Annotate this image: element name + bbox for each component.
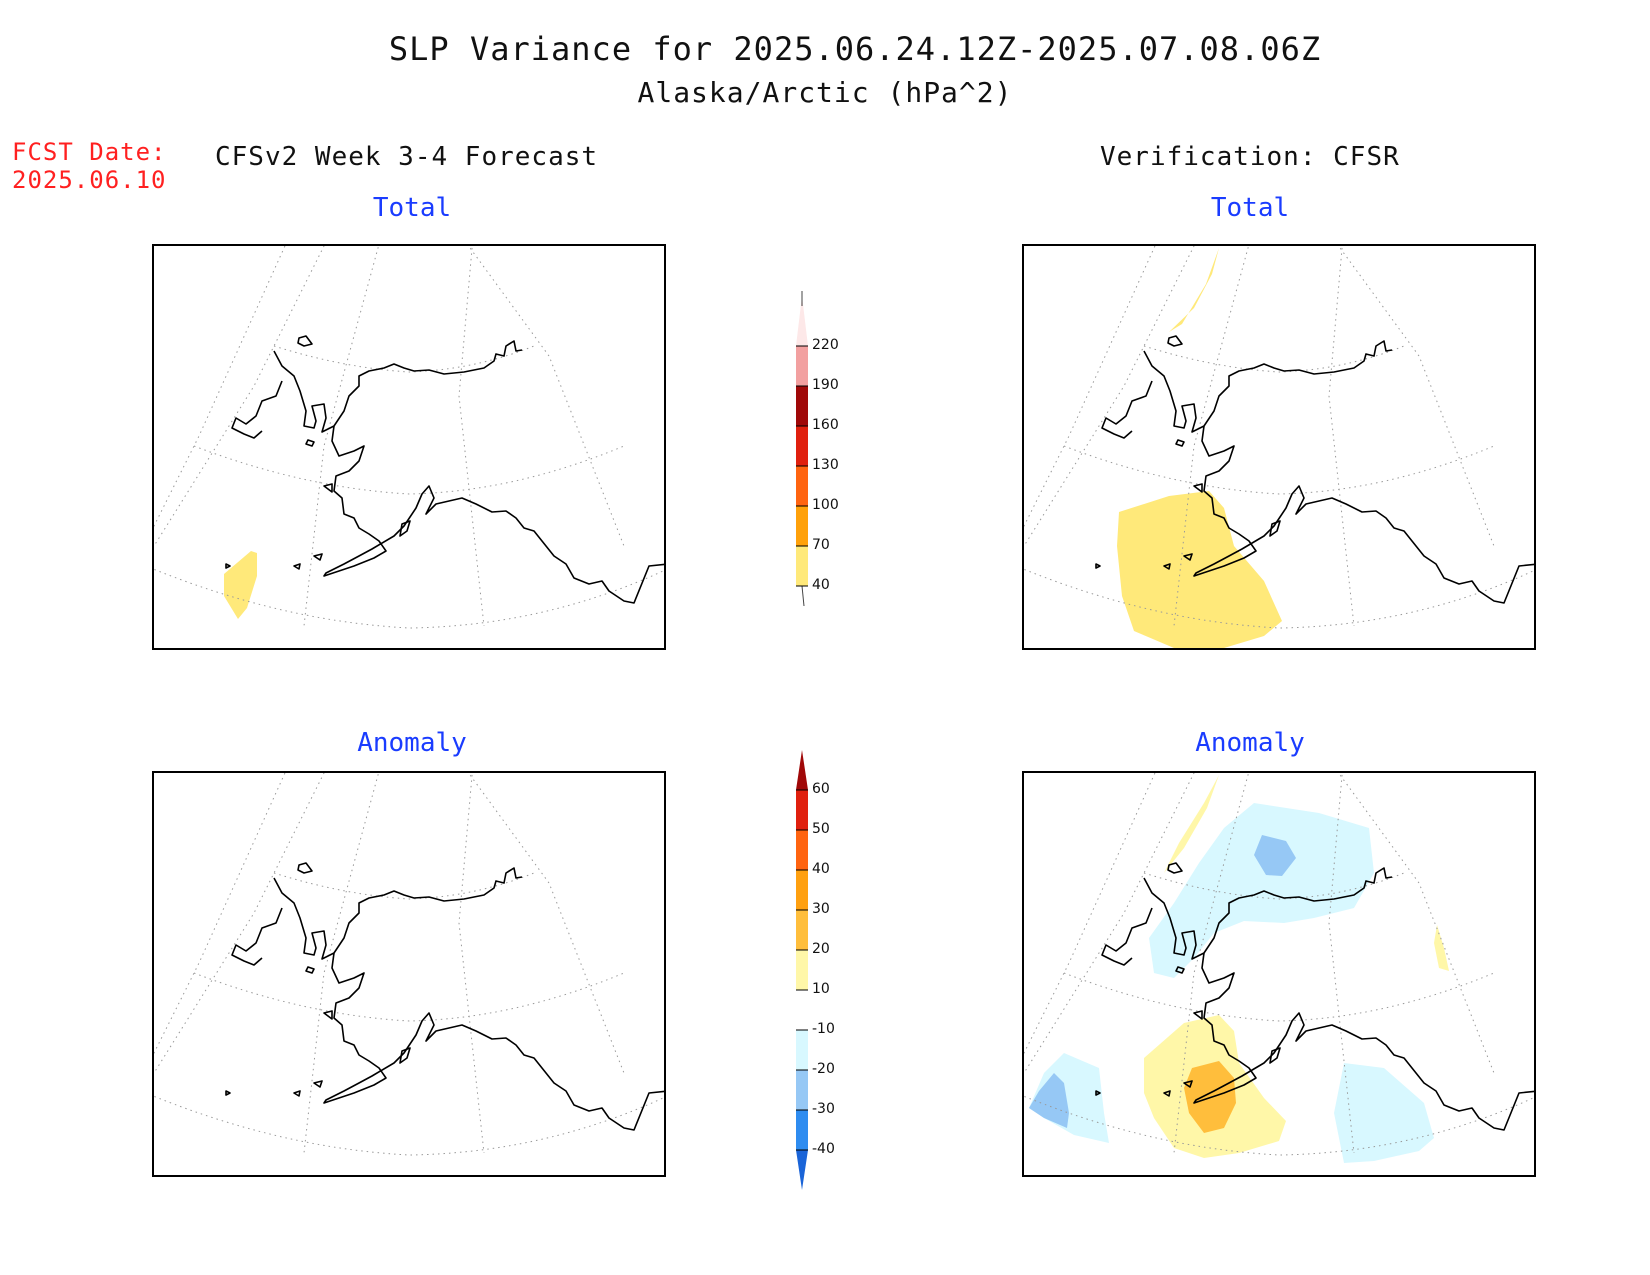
colorbar-swatch: [796, 790, 808, 830]
colorbar-tick-label: 100: [812, 497, 839, 513]
colorbar-total-swatches: [796, 291, 808, 606]
colorbar-tick-label: -20: [812, 1061, 835, 1077]
colorbar-tick-label: 30: [812, 901, 830, 917]
colorbar-swatch: [796, 750, 808, 790]
bottom-left-panel-title: Anomaly: [357, 728, 467, 758]
bottom-right-panel-title: Anomaly: [1195, 728, 1305, 758]
colorbar-swatch: [796, 546, 808, 586]
shade-total-40-70: [1169, 248, 1219, 332]
map-panel-forecast-total: [152, 244, 666, 650]
colorbar-tail: [801, 585, 805, 606]
colorbar-tick-label: 220: [812, 337, 839, 353]
figure-title-line2: Alaska/Arctic (hPa^2): [637, 76, 1013, 109]
map-verification-anomaly: [1024, 773, 1534, 1163]
base-map-coastline-graticule: [154, 773, 664, 1156]
colorbar-tick-label: 50: [812, 821, 830, 837]
shade-total-40-70: [1117, 491, 1282, 648]
map-panel-verification-anomaly: [1022, 771, 1536, 1177]
right-column-header: Verification: CFSR: [1100, 142, 1400, 172]
colorbar-swatch: [796, 990, 808, 1030]
left-column-header: CFSv2 Week 3-4 Forecast: [215, 142, 599, 172]
map-verification-total: [1024, 246, 1534, 648]
shade-anom-neg10-neg20: [1334, 1063, 1434, 1163]
shade-anom-10-20: [1164, 775, 1219, 873]
colorbar-swatch: [796, 1110, 808, 1150]
colorbar-tick-label: 10: [812, 981, 830, 997]
colorbar-swatch: [796, 870, 808, 910]
shade-anom-neg10-neg20: [1029, 1053, 1109, 1143]
shade-anom-neg20-neg30: [1029, 1073, 1069, 1128]
colorbar-tick-label: -30: [812, 1101, 835, 1117]
shade-anom-10-20: [1434, 925, 1449, 971]
colorbar-swatch: [796, 296, 808, 346]
forecast-date-label: FCST Date:: [12, 138, 167, 166]
colorbar-tick-label: 130: [812, 457, 839, 473]
base-map-coastline-graticule: [1024, 773, 1534, 1156]
colorbar-swatch: [796, 950, 808, 990]
top-left-panel-title: Total: [372, 193, 452, 223]
colorbar-swatch: [796, 1150, 808, 1190]
colorbar-total: 40 70 100 130 160 190 220: [792, 286, 892, 606]
map-panel-verification-total: [1022, 244, 1536, 650]
map-forecast-total: [154, 246, 664, 629]
colorbar-anomaly: -40 -30 -20 -10 10 20 30 40 50 60: [792, 748, 892, 1198]
colorbar-tick-label: 190: [812, 377, 839, 393]
colorbar-swatch: [796, 830, 808, 870]
colorbar-swatch: [796, 1030, 808, 1070]
colorbar-tick-label: -10: [812, 1021, 835, 1037]
colorbar-swatch: [796, 466, 808, 506]
forecast-date-value: 2025.06.10: [12, 166, 167, 194]
colorbar-swatch: [796, 910, 808, 950]
base-map-coastline-graticule: [1024, 246, 1534, 629]
colorbar-tick-label: 60: [812, 781, 830, 797]
colorbar-anomaly-swatches: [796, 750, 808, 1190]
shade-anom-neg10-neg20: [1149, 803, 1374, 978]
colorbar-tick-label: 40: [812, 577, 830, 593]
map-forecast-anomaly: [154, 773, 664, 1156]
shade-total-40-70: [224, 551, 257, 619]
colorbar-tick-label: 40: [812, 861, 830, 877]
colorbar-swatch: [796, 426, 808, 466]
figure-title-line1: SLP Variance for 2025.06.24.12Z-2025.07.…: [388, 30, 1322, 68]
base-map-coastline-graticule: [154, 246, 664, 629]
shade-anom-neg20-neg30: [1254, 835, 1296, 876]
colorbar-swatch: [796, 346, 808, 386]
map-panel-forecast-anomaly: [152, 771, 666, 1177]
forecast-date: FCST Date: 2025.06.10: [12, 138, 167, 194]
colorbar-swatch: [796, 1070, 808, 1110]
colorbar-tick-label: 70: [812, 537, 830, 553]
colorbar-tick-label: 160: [812, 417, 839, 433]
colorbar-tick-label: -40: [812, 1141, 835, 1157]
colorbar-swatch: [796, 386, 808, 426]
colorbar-tick-label: 20: [812, 941, 830, 957]
colorbar-swatch: [796, 506, 808, 546]
top-right-panel-title: Total: [1210, 193, 1290, 223]
